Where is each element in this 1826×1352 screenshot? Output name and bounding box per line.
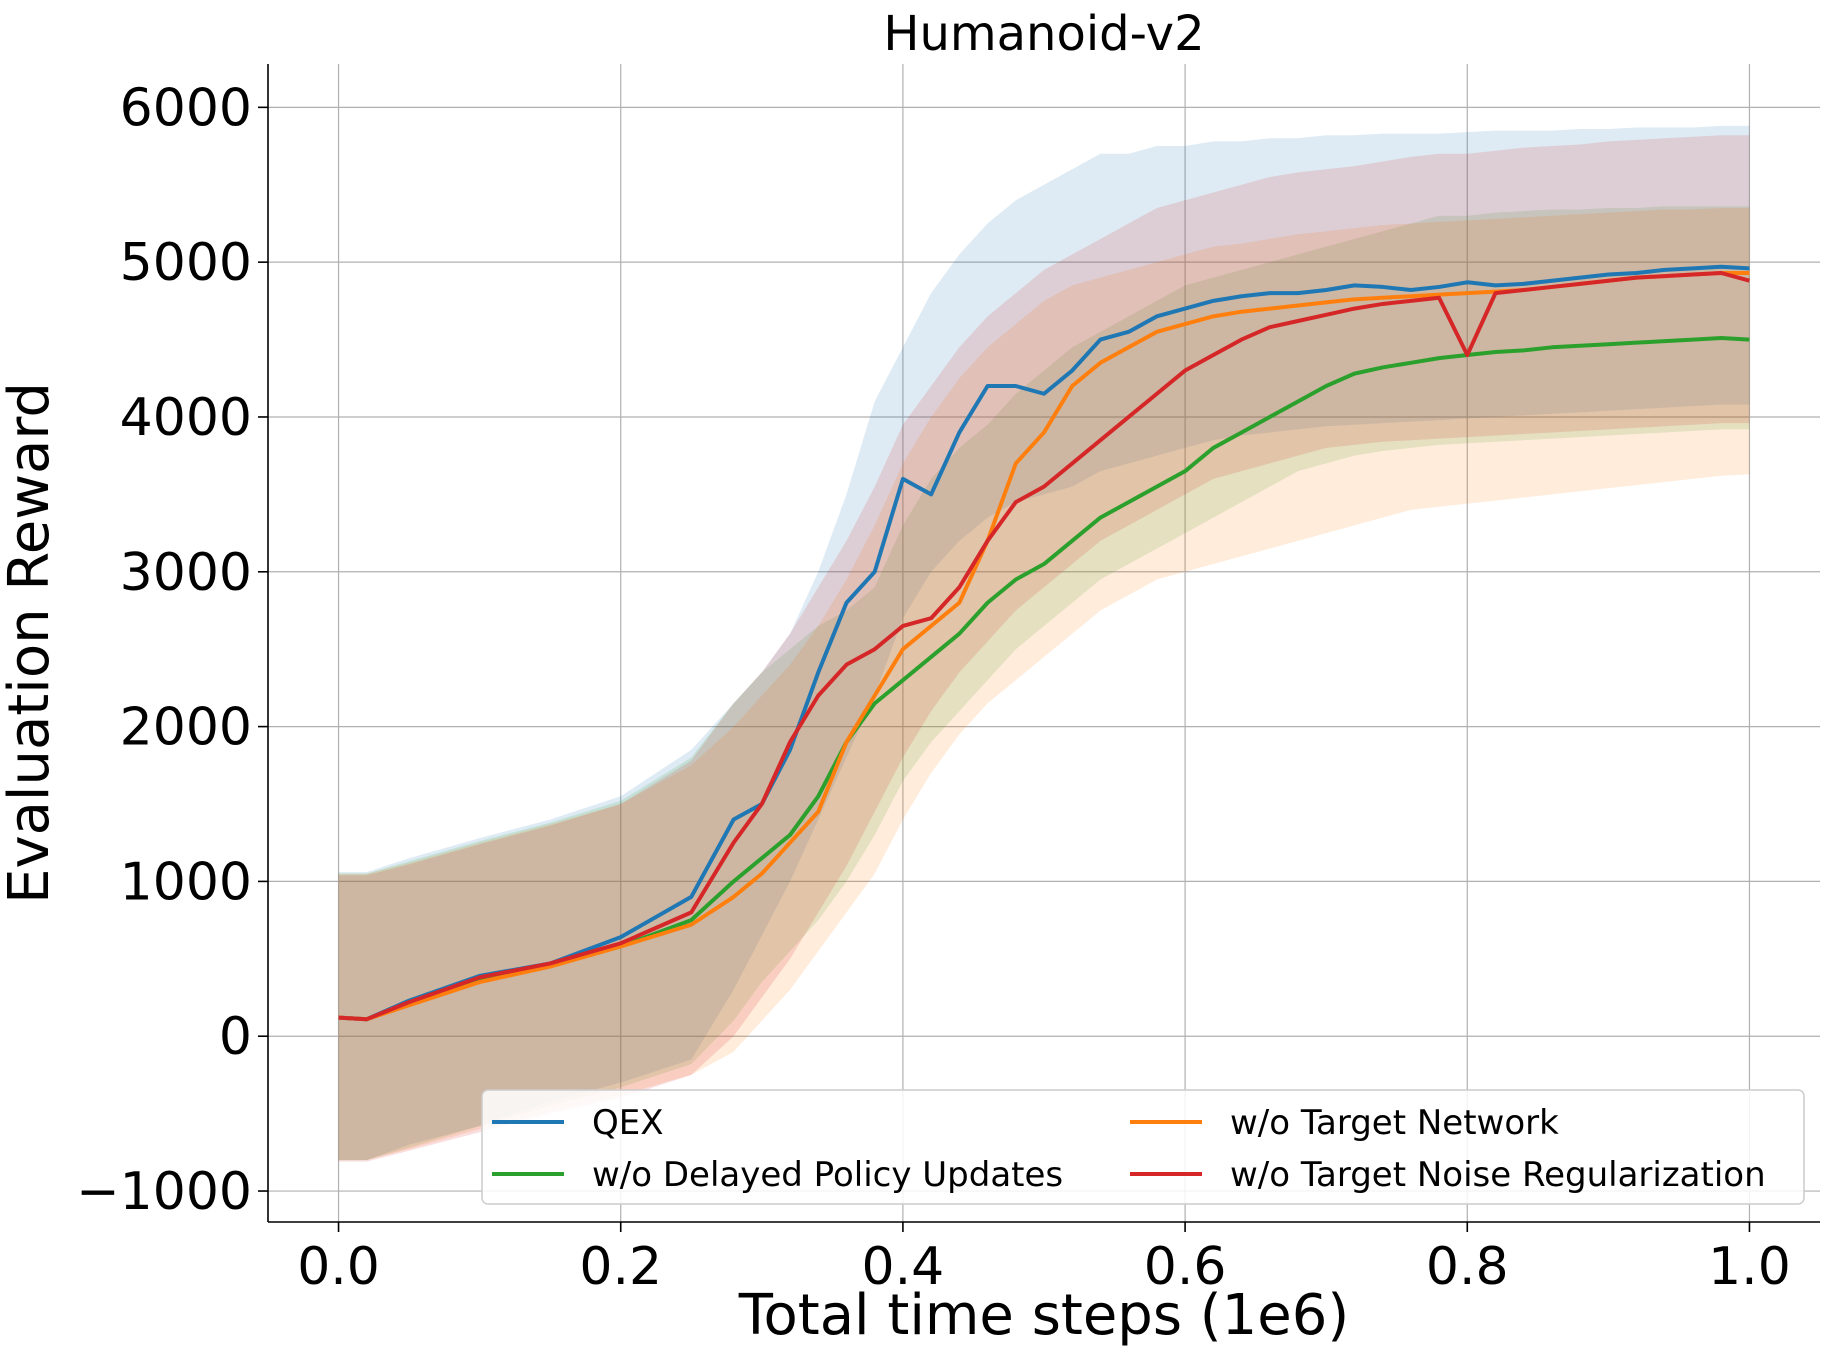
y-tick-label-1: 0 <box>219 1007 252 1067</box>
y-tick-label-0: −1000 <box>76 1162 252 1222</box>
x-axis-label: Total time steps (1e6) <box>738 1283 1349 1348</box>
legend-label-0: QEX <box>592 1103 664 1143</box>
legend: QEX w/o Delayed Policy Updates w/o Target … <box>481 1089 1805 1205</box>
grid <box>268 64 1820 1222</box>
x-tick-label-2: 0.4 <box>862 1237 945 1297</box>
x-tick-label-0: 0.0 <box>297 1237 380 1297</box>
y-tick-label-2: 1000 <box>120 852 252 912</box>
legend-label-2: w/o Target Network <box>1230 1103 1559 1143</box>
x-tick-label-3: 0.6 <box>1144 1237 1227 1297</box>
x-tick-label-5: 1.0 <box>1708 1237 1791 1297</box>
y-ticks: −1000 0 1000 2000 3000 4000 5000 6000 <box>76 78 268 1222</box>
y-tick-label-5: 4000 <box>120 388 252 448</box>
line-series-1 <box>338 336 1750 1022</box>
line-series-3 <box>338 270 1750 1022</box>
x-tick-label-1: 0.2 <box>579 1237 662 1297</box>
legend-label-3: w/o Target Noise Regularization <box>1230 1155 1766 1195</box>
band-series-3 <box>338 135 1750 1162</box>
axes-spines <box>267 64 1820 1223</box>
y-tick-label-4: 3000 <box>120 543 252 603</box>
x-ticks: 0.0 0.2 0.4 0.6 0.8 1.0 <box>297 1222 1791 1297</box>
legend-label-1: w/o Delayed Policy Updates <box>592 1155 1063 1195</box>
chart-title: Humanoid-v2 <box>883 6 1204 62</box>
series-lines <box>338 264 1750 1022</box>
y-axis-label: Evaluation Reward <box>0 382 62 904</box>
y-tick-label-7: 6000 <box>120 78 252 138</box>
legend-frame <box>481 1089 1805 1205</box>
line-series-0 <box>338 264 1750 1022</box>
y-tick-label-3: 2000 <box>120 698 252 758</box>
y-tick-label-6: 5000 <box>120 233 252 293</box>
band-series-0 <box>338 125 1750 1161</box>
x-tick-label-4: 0.8 <box>1426 1237 1509 1297</box>
